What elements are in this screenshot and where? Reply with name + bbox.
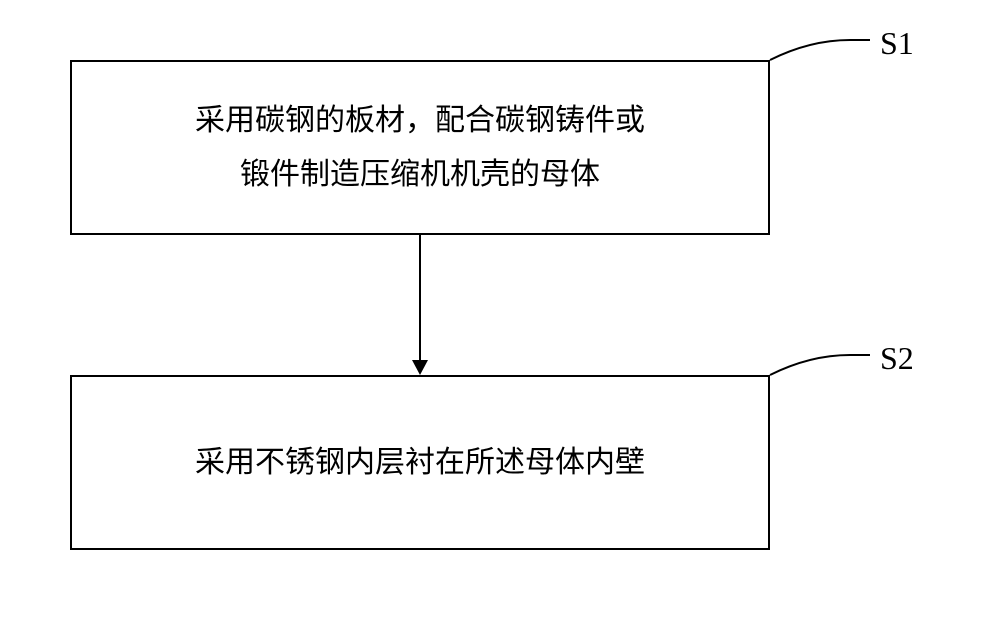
node-s1-line2: 锻件制造压缩机机壳的母体 xyxy=(240,158,600,191)
arrow-s1-s2 xyxy=(419,235,421,360)
node-s1-line1: 采用碳钢的板材，配合碳钢铸件或 xyxy=(195,104,645,137)
node-s2-line1: 采用不锈钢内层衬在所述母体内壁 xyxy=(195,446,645,479)
node-s2-text: 采用不锈钢内层衬在所述母体内壁 xyxy=(195,436,645,490)
label-s1: S1 xyxy=(880,25,914,62)
label-s2: S2 xyxy=(880,340,914,377)
node-s1-text: 采用碳钢的板材，配合碳钢铸件或 锻件制造压缩机机壳的母体 xyxy=(195,94,645,202)
flowchart-container: 采用碳钢的板材，配合碳钢铸件或 锻件制造压缩机机壳的母体 S1 采用不锈钢内层衬… xyxy=(0,0,1000,625)
flowchart-node-s2: 采用不锈钢内层衬在所述母体内壁 xyxy=(70,375,770,550)
flowchart-node-s1: 采用碳钢的板材，配合碳钢铸件或 锻件制造压缩机机壳的母体 xyxy=(70,60,770,235)
arrow-head-s1-s2 xyxy=(412,360,428,375)
